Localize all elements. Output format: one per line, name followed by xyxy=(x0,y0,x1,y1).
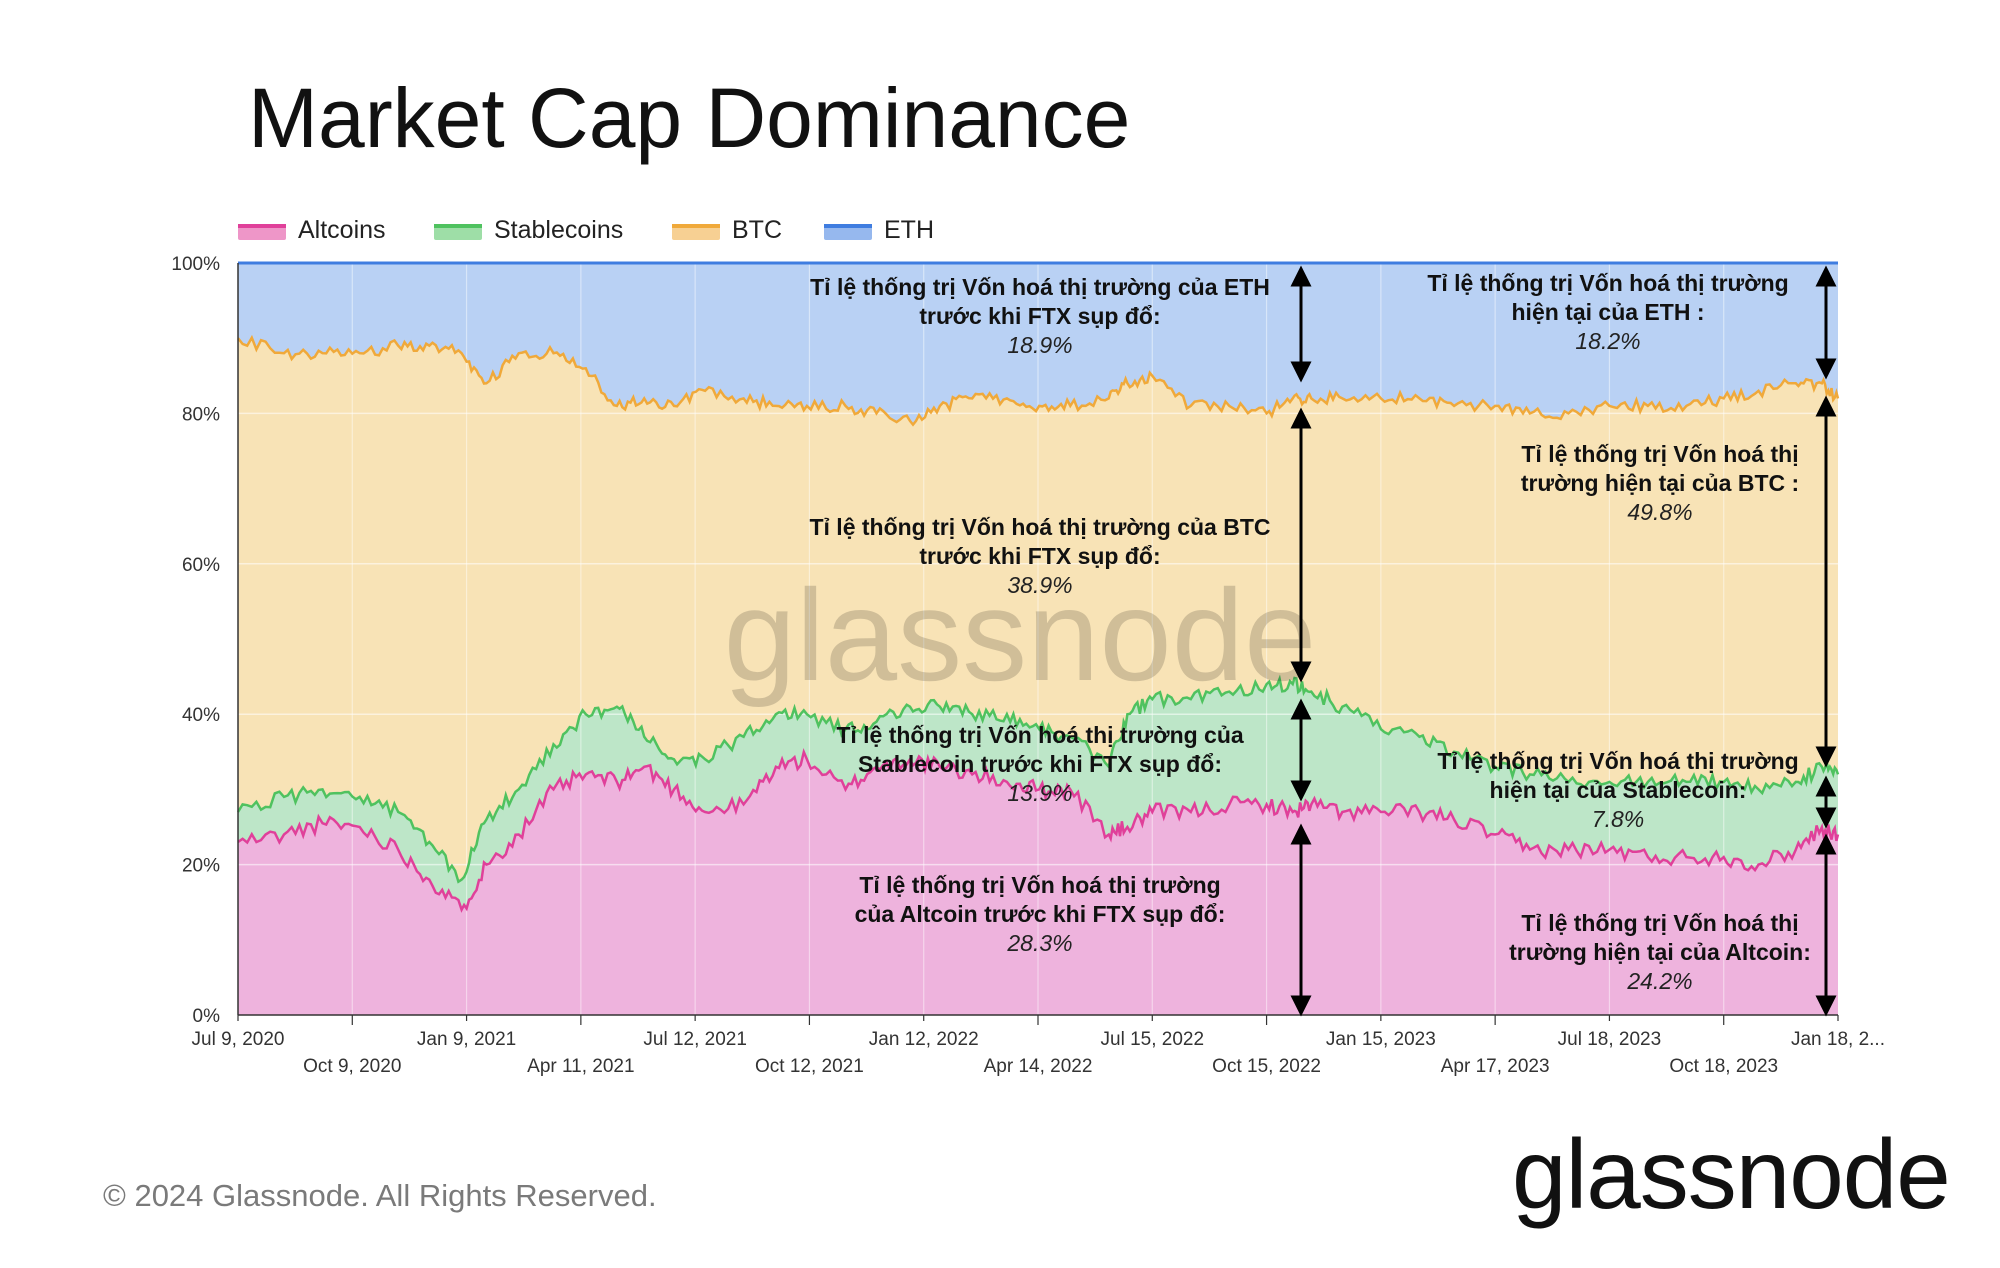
annotations: Tỉ lệ thống trị Vốn hoá thị trường của E… xyxy=(809,265,1837,1017)
annotation-line1: Tỉ lệ thống trị Vốn hoá thị trường xyxy=(1427,270,1788,296)
legend-label: ETH xyxy=(884,216,934,244)
annotation-line1: Tỉ lệ thống trị Vốn hoá thị trường của xyxy=(836,722,1244,748)
legend: Altcoins Stablecoins BTC ETH xyxy=(238,216,934,244)
x-tick-label: Jul 15, 2022 xyxy=(1101,1029,1205,1050)
annotation-value: 18.9% xyxy=(1007,332,1072,358)
x-tick-label: Apr 11, 2021 xyxy=(527,1056,634,1077)
legend-label: Altcoins xyxy=(298,216,386,244)
ann-btc-before: Tỉ lệ thống trị Vốn hoá thị trường của B… xyxy=(809,407,1312,683)
y-tick-label: 60% xyxy=(182,555,220,576)
y-tick-label: 40% xyxy=(182,705,220,726)
annotation-line1: Tỉ lệ thống trị Vốn hoá thị xyxy=(1521,441,1798,467)
annotation-line2: trường hiện tại của BTC : xyxy=(1521,470,1799,496)
annotation-line1: Tỉ lệ thống trị Vốn hoá thị trường xyxy=(1437,748,1798,774)
annotation-line2: hiện tại của Stablecoin: xyxy=(1490,777,1747,803)
annotation-value: 18.2% xyxy=(1575,328,1640,354)
x-tick-label: Jan 15, 2023 xyxy=(1326,1029,1436,1050)
legend-label: Stablecoins xyxy=(494,216,623,244)
annotation-line2: trường hiện tại của Altcoin: xyxy=(1509,939,1811,965)
annotation-value: 28.3% xyxy=(1006,930,1072,956)
x-tick-label: Apr 17, 2023 xyxy=(1441,1056,1550,1077)
annotation-line1: Tỉ lệ thống trị Vốn hoá thị xyxy=(1521,910,1798,936)
ann-eth-now: Tỉ lệ thống trị Vốn hoá thị trường hiện t… xyxy=(1427,265,1837,380)
legend-swatch xyxy=(824,226,872,240)
x-tick-label: Oct 9, 2020 xyxy=(303,1056,401,1077)
annotation-line2: trước khi FTX sụp đổ: xyxy=(919,543,1160,569)
ann-stable-before: Tỉ lệ thống trị Vốn hoá thị trường của St… xyxy=(836,698,1312,806)
btc-line xyxy=(237,334,1840,427)
y-tick-label: 80% xyxy=(182,404,220,425)
axes: 0% 20% 40% 60% 80% 100% Jul 9, 2020 Jan 9, 2021… xyxy=(171,254,1885,1077)
annotation-line1: Tỉ lệ thống trị Vốn hoá thị trường xyxy=(859,872,1220,898)
x-tick-label: Jan 9, 2021 xyxy=(417,1029,516,1050)
x-tick-label: Jul 18, 2023 xyxy=(1558,1029,1662,1050)
annotation-value: 13.9% xyxy=(1007,780,1072,806)
annotation-line1: Tỉ lệ thống trị Vốn hoá thị trường của B… xyxy=(809,514,1270,540)
chart-title: Market Cap Dominance xyxy=(248,71,1131,165)
x-tick-label: Apr 14, 2022 xyxy=(984,1056,1093,1077)
x-tick-label: Jan 12, 2022 xyxy=(869,1029,979,1050)
stablecoins-line xyxy=(236,674,1840,884)
annotation-line1: Tỉ lệ thống trị Vốn hoá thị trường của E… xyxy=(810,274,1270,300)
ann-stable-now: Tỉ lệ thống trị Vốn hoá thị trường hiện t… xyxy=(1437,748,1837,832)
x-tick-label: Oct 18, 2023 xyxy=(1669,1056,1778,1077)
annotation-line2: của Altcoin trước khi FTX sụp đổ: xyxy=(855,901,1226,927)
x-tick-label: Oct 12, 2021 xyxy=(755,1056,864,1077)
ann-alt-now: Tỉ lệ thống trị Vốn hoá thị trường hiện t… xyxy=(1509,833,1837,1017)
altcoins-line xyxy=(237,748,1840,913)
glassnode-logo: glassnode xyxy=(1512,1119,1951,1229)
annotation-value: 38.9% xyxy=(1007,572,1072,598)
annotation-value: 24.2% xyxy=(1626,968,1692,994)
x-tick-label: Jan 18, 2... xyxy=(1791,1029,1885,1050)
ann-alt-before: Tỉ lệ thống trị Vốn hoá thị trường của Al… xyxy=(855,823,1312,1017)
annotation-value: 7.8% xyxy=(1592,806,1644,832)
legend-swatch xyxy=(434,226,482,240)
legend-label: BTC xyxy=(732,216,782,244)
ann-btc-now: Tỉ lệ thống trị Vốn hoá thị trường hiện t… xyxy=(1521,395,1837,768)
series-lines xyxy=(236,261,1840,913)
x-tick-label: Oct 15, 2022 xyxy=(1212,1056,1321,1077)
x-tick-label: Jul 12, 2021 xyxy=(643,1029,747,1050)
y-tick-label: 100% xyxy=(171,254,220,275)
annotation-line2: Stablecoin trước khi FTX sụp đổ: xyxy=(858,751,1222,777)
y-tick-label: 20% xyxy=(182,856,220,877)
gridlines xyxy=(238,262,1838,1015)
legend-swatch xyxy=(238,226,286,240)
x-tick-label: Jul 9, 2020 xyxy=(192,1029,285,1050)
copyright-footer: © 2024 Glassnode. All Rights Reserved. xyxy=(103,1178,657,1213)
legend-swatch xyxy=(672,226,720,240)
ann-eth-before: Tỉ lệ thống trị Vốn hoá thị trường của E… xyxy=(810,265,1312,383)
annotation-line2: trước khi FTX sụp đổ: xyxy=(919,303,1160,329)
annotation-value: 49.8% xyxy=(1627,499,1692,525)
y-tick-label: 0% xyxy=(193,1006,221,1027)
watermark: glassnode xyxy=(724,562,1317,708)
annotation-line2: hiện tại của ETH : xyxy=(1512,299,1705,325)
